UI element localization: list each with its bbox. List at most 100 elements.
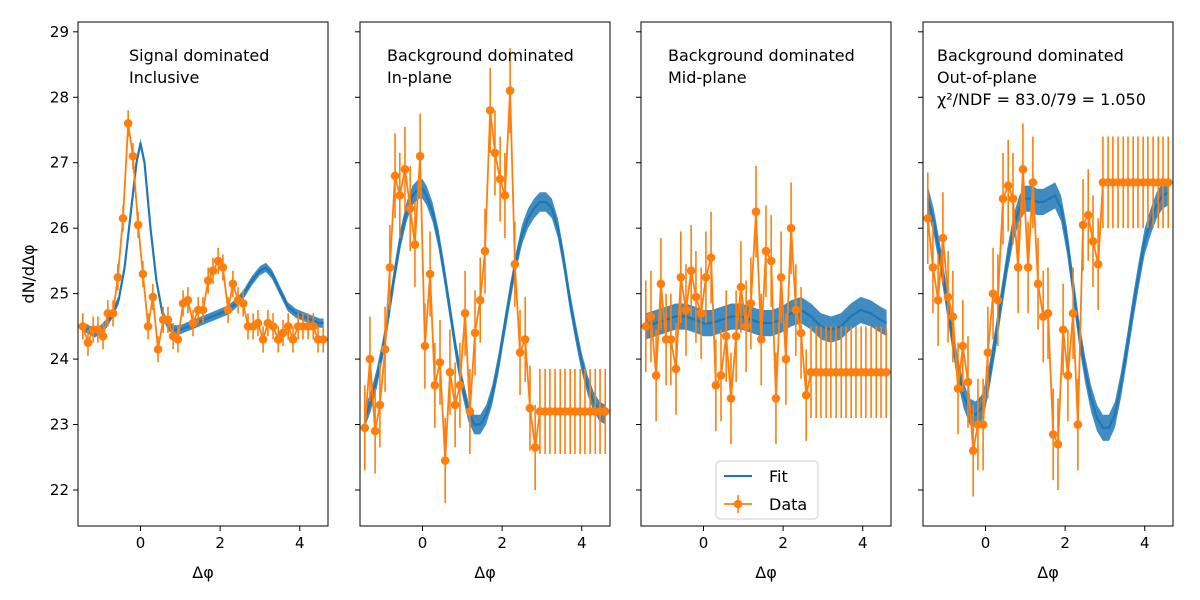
data-point (78, 322, 88, 331)
data-point (318, 335, 328, 344)
panel-4: 0 2 4 Δφ Background dominated Out-of-plane χ²/… (918, 21, 1174, 582)
data-point (1008, 194, 1018, 204)
data-point (1028, 178, 1038, 187)
fit-line (82, 142, 324, 335)
data-point (928, 263, 938, 272)
data-point (691, 292, 701, 302)
data-point (781, 354, 791, 364)
data-point (746, 299, 756, 308)
data-point (253, 318, 263, 328)
data-point (786, 223, 796, 233)
fit-line (645, 308, 888, 331)
axes-frame (922, 21, 1174, 527)
y-tick-label: 24 (50, 350, 69, 368)
data-point (475, 295, 485, 305)
data-point (278, 328, 288, 338)
data-point (268, 322, 278, 331)
x-axis-label: Δφ (192, 563, 214, 582)
data-point (425, 269, 435, 279)
x-axis-label: Δφ (1037, 563, 1059, 582)
panel-2: 0 2 4 Δφ Background dominated In-plane (355, 21, 611, 582)
data-point (395, 191, 405, 200)
data-point (761, 246, 771, 256)
data-point (641, 322, 651, 331)
data-point (198, 305, 208, 315)
data-point (701, 272, 711, 282)
data-point (1013, 263, 1023, 272)
data-point (696, 308, 706, 318)
data-point (676, 272, 686, 282)
data-point (218, 263, 228, 272)
data-point (93, 325, 103, 334)
data-point (273, 335, 283, 344)
data-point (978, 420, 988, 429)
legend-data-marker (733, 499, 743, 509)
data-point (731, 331, 741, 341)
data-point (440, 456, 450, 465)
data-point (385, 263, 395, 272)
data-point (1073, 420, 1083, 429)
data-point (375, 400, 385, 410)
data-point (208, 266, 218, 276)
y-tick-label: 22 (50, 481, 69, 499)
data-point (288, 335, 298, 344)
data-point (938, 233, 948, 243)
x-tick-label: 0 (699, 534, 709, 552)
data-point (138, 269, 148, 279)
data-point (188, 318, 198, 328)
data-point (258, 335, 268, 344)
x-tick-label: 2 (1060, 534, 1070, 552)
data-point (113, 272, 123, 282)
fit-line (363, 187, 607, 426)
data-point (390, 171, 400, 181)
x-axis-label: Δφ (474, 563, 496, 582)
data-point (1048, 430, 1058, 439)
data-point (143, 322, 153, 331)
y-tick-label: 28 (50, 88, 69, 106)
data-point (736, 282, 746, 292)
data-point (1068, 308, 1078, 318)
data-point (756, 335, 766, 344)
data-point (118, 214, 128, 223)
data-point (1163, 178, 1173, 187)
data-point (83, 338, 93, 348)
data-point (681, 305, 691, 315)
data-point (948, 312, 958, 321)
legend: Fit Data (715, 460, 819, 520)
data-point (445, 367, 455, 377)
data-point (455, 380, 465, 390)
axes-frame (640, 21, 892, 527)
data-point (480, 246, 490, 256)
panel-annotation-line: Signal dominated (129, 46, 269, 65)
data-point (410, 240, 420, 249)
data-point (520, 335, 530, 344)
data-point (203, 276, 213, 285)
x-axis-label: Δφ (755, 563, 777, 582)
y-tick-label: 26 (50, 219, 69, 237)
x-tick-label: 2 (778, 534, 788, 552)
data-point (405, 204, 415, 213)
data-point (495, 174, 505, 184)
data-point (953, 384, 963, 393)
data-point (365, 354, 375, 364)
data-point (460, 308, 470, 318)
data-point (163, 315, 173, 325)
data-point (741, 322, 751, 331)
data-point (228, 279, 238, 289)
data-point (98, 331, 108, 341)
data-point (515, 348, 525, 357)
panel-annotation-line: Inclusive (129, 68, 199, 87)
data-point (651, 371, 661, 380)
data-point (600, 407, 610, 416)
data-point (1053, 439, 1063, 449)
data-point (108, 308, 118, 318)
data-point (1058, 325, 1068, 334)
panel-annotation-line: Mid-plane (668, 68, 747, 87)
data-point (671, 364, 681, 374)
panel-annotation-line: Background dominated (937, 46, 1124, 65)
data-point (751, 207, 761, 217)
data-point (435, 358, 445, 367)
data-point (470, 328, 480, 338)
x-tick-label: 4 (858, 534, 868, 552)
